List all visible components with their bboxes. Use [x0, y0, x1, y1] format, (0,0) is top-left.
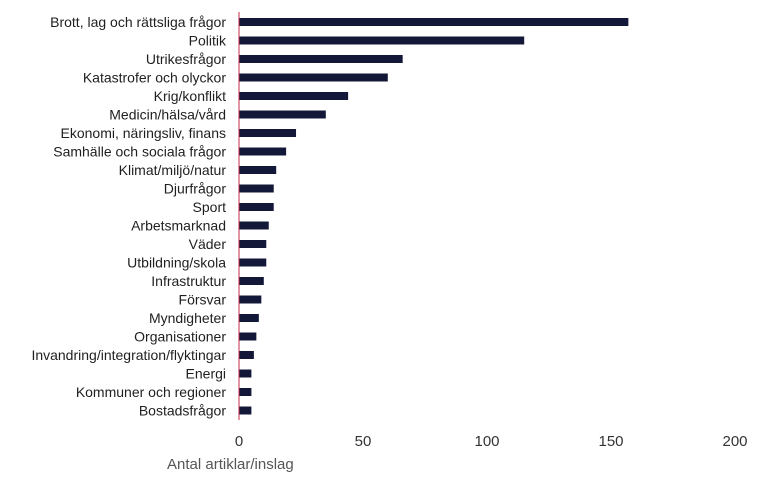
category-label: Bostadsfrågor [139, 403, 226, 419]
category-label: Kommuner och regioner [76, 384, 227, 400]
bar-0 [239, 18, 629, 26]
bar-20 [239, 388, 252, 396]
bar-21 [239, 406, 252, 415]
x-axis-ticks: 0 50 100 150 200 [235, 433, 748, 450]
category-label: Energi [186, 366, 226, 382]
bars-layer [239, 18, 629, 415]
bar-9 [239, 184, 274, 193]
category-label: Invandring/integration/flyktingar [31, 347, 226, 363]
category-labels: Brott, lag och rättsliga frågor Politik Ut… [31, 14, 227, 419]
bar-4 [239, 92, 349, 100]
category-label: Krig/konflikt [154, 88, 226, 104]
bar-11 [239, 221, 269, 230]
x-tick-label: 50 [355, 433, 372, 450]
bar-2 [239, 55, 403, 63]
category-label: Katastrofer och olyckor [83, 70, 227, 86]
category-label: Medicin/hälsa/vård [109, 107, 226, 123]
bar-16 [239, 314, 259, 322]
x-axis-title: Antal artiklar/inslag [167, 456, 294, 473]
category-label: Organisationer [134, 329, 226, 345]
x-tick-label: 100 [474, 433, 499, 450]
bar-19 [239, 369, 252, 378]
bar-1 [239, 36, 525, 45]
category-label: Utrikesfrågor [146, 51, 226, 67]
category-label: Ekonomi, näringsliv, finans [61, 125, 226, 141]
bar-6 [239, 129, 297, 137]
category-label: Försvar [179, 292, 227, 308]
bar-7 [239, 147, 287, 156]
bar-10 [239, 203, 274, 211]
bar-14 [239, 277, 264, 285]
x-tick-label: 150 [598, 433, 623, 450]
category-label: Infrastruktur [151, 273, 226, 289]
category-label: Sport [193, 199, 227, 215]
bar-12 [239, 240, 267, 248]
category-label: Väder [189, 236, 227, 252]
category-label: Brott, lag och rättsliga frågor [50, 14, 226, 30]
x-tick-label: 200 [722, 433, 747, 450]
category-label: Djurfrågor [164, 181, 227, 197]
category-label: Myndigheter [149, 310, 226, 326]
category-label: Samhälle och sociala frågor [53, 144, 226, 160]
category-label: Politik [189, 33, 227, 49]
x-tick-label: 0 [235, 433, 243, 450]
bar-3 [239, 73, 388, 82]
bar-15 [239, 295, 262, 304]
bar-17 [239, 332, 257, 341]
bar-8 [239, 166, 277, 174]
bar-5 [239, 110, 326, 119]
bar-18 [239, 351, 254, 359]
category-label: Klimat/miljö/natur [119, 162, 227, 178]
category-label: Arbetsmarknad [131, 218, 226, 234]
bar-13 [239, 258, 267, 267]
category-label: Utbildning/skola [127, 255, 226, 271]
